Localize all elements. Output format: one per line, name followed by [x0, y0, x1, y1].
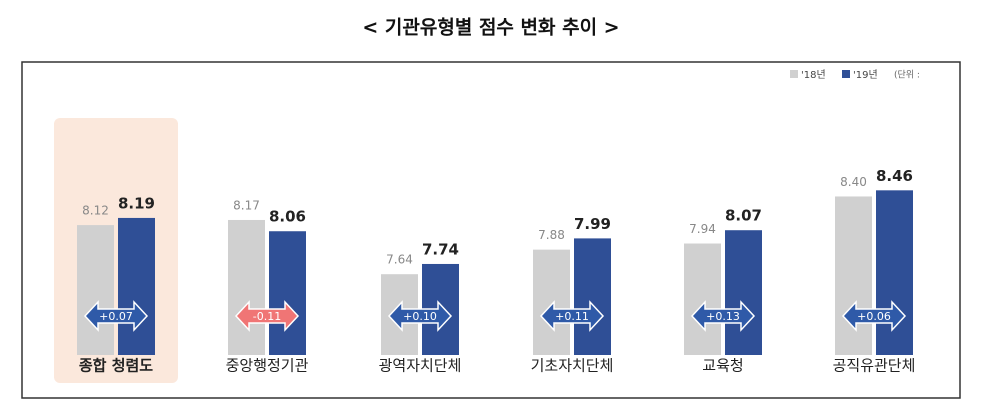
change-arrow	[841, 300, 907, 332]
value-label: 8.17	[233, 198, 260, 212]
change-arrow	[83, 300, 149, 332]
value-label: 8.07	[725, 207, 762, 225]
value-label: 8.19	[118, 194, 155, 212]
x-tick-label: 종합 청렴도	[79, 357, 153, 375]
change-label: -0.11	[253, 310, 281, 323]
change-arrow	[387, 300, 453, 332]
unit-note: (단위 :	[894, 70, 920, 81]
bar	[533, 249, 570, 355]
bar	[269, 231, 306, 355]
bar	[77, 225, 114, 355]
legend-swatch	[790, 70, 798, 78]
bar	[574, 238, 611, 355]
bar	[725, 230, 762, 355]
value-label: 8.46	[876, 167, 913, 185]
bar	[876, 190, 913, 355]
x-tick-label: 광역자치단체	[379, 357, 462, 375]
change-label: +0.11	[555, 310, 589, 323]
change-label: +0.06	[857, 310, 891, 323]
change-arrow	[539, 300, 605, 332]
bar	[684, 243, 721, 355]
chart-title: < 기관유형별 점수 변화 추이 >	[362, 17, 619, 39]
change-arrow	[234, 300, 300, 332]
value-label: 8.12	[82, 204, 109, 218]
change-arrow	[690, 300, 756, 332]
change-label: +0.07	[99, 310, 133, 323]
value-label: 7.88	[538, 228, 565, 242]
bar	[835, 196, 872, 355]
chart-frame	[21, 61, 961, 399]
change-label: +0.13	[706, 310, 740, 323]
change-label: +0.10	[403, 310, 437, 323]
value-label: 8.40	[840, 175, 867, 189]
value-label: 7.74	[422, 240, 459, 258]
value-label: 7.99	[574, 215, 611, 233]
legend-swatch	[842, 70, 850, 78]
value-label: 8.06	[269, 208, 306, 226]
value-label: 7.94	[689, 222, 716, 236]
legend-label: '18년	[801, 69, 826, 81]
x-tick-label: 공직유관단체	[833, 357, 916, 375]
value-label: 7.64	[386, 253, 413, 267]
bar	[228, 219, 265, 355]
highlight-band	[54, 118, 178, 383]
x-tick-label: 기초자치단체	[531, 357, 614, 375]
x-tick-label: 교육청	[702, 357, 743, 375]
x-tick-label: 중앙행정기관	[226, 357, 309, 375]
legend-label: '19년	[853, 69, 878, 81]
bar	[118, 217, 155, 355]
